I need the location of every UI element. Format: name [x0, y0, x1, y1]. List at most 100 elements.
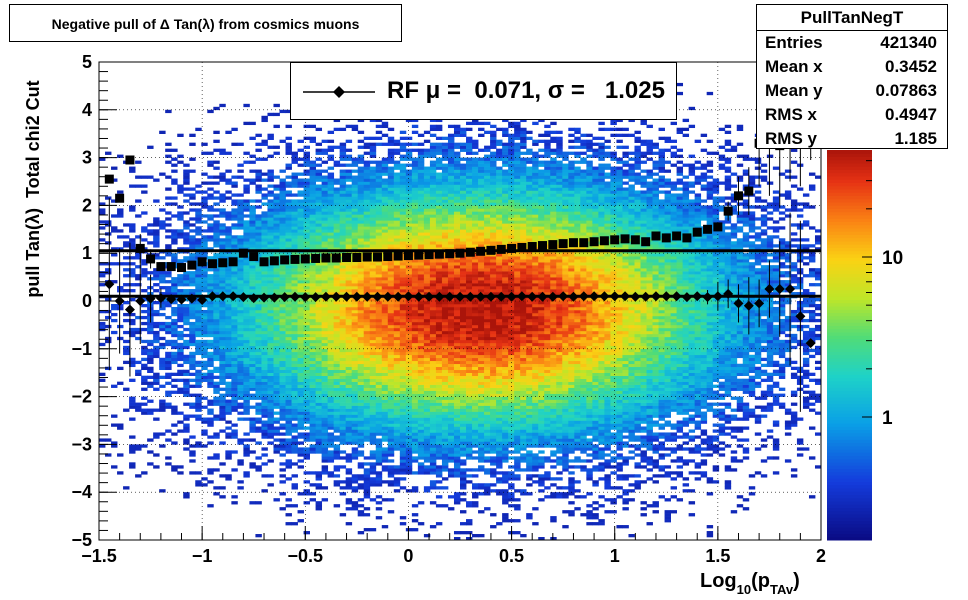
heatmap-cell	[285, 351, 292, 356]
heatmap-cell	[327, 139, 335, 143]
heatmap-cell	[303, 193, 310, 197]
heatmap-cell	[243, 238, 250, 242]
heatmap-cell	[249, 375, 256, 379]
heatmap-cell	[441, 462, 449, 466]
heatmap-cell	[135, 256, 142, 260]
heatmap-cell	[441, 477, 449, 481]
heatmap-cell	[195, 214, 202, 218]
heatmap-cell	[435, 429, 443, 433]
heatmap-cell	[183, 292, 190, 296]
heatmap-cell	[303, 324, 310, 329]
heatmap-cell	[399, 486, 407, 490]
heatmap-cell	[327, 360, 335, 365]
heatmap-cell	[339, 151, 347, 155]
heatmap-cell	[165, 271, 172, 275]
heatmap-cell	[387, 429, 395, 433]
heatmap-cell	[387, 417, 395, 421]
heatmap-cell	[303, 390, 310, 394]
heatmap-cell	[369, 423, 377, 427]
heatmap-cell	[153, 417, 160, 421]
heatmap-cell	[405, 289, 413, 293]
heatmap-cell	[339, 238, 347, 242]
heatmap-cell	[399, 262, 407, 266]
heatmap-cell	[333, 372, 341, 376]
heatmap-cell	[357, 375, 365, 379]
heatmap-cell	[303, 145, 310, 149]
heatmap-cell	[315, 280, 323, 284]
heatmap-cell	[411, 456, 419, 460]
heatmap-cell	[189, 223, 196, 227]
heatmap-cell	[297, 235, 304, 239]
heatmap-cell	[309, 265, 316, 269]
heatmap-cell	[291, 223, 298, 227]
heatmap-cell	[321, 205, 329, 209]
heatmap-cell	[225, 306, 232, 311]
heatmap-cell	[435, 184, 443, 188]
heatmap-cell	[339, 169, 347, 173]
heatmap-cell	[369, 318, 377, 323]
heatmap-cell	[423, 354, 431, 359]
heatmap-cell	[291, 306, 298, 311]
heatmap-cell	[369, 357, 377, 362]
heatmap-cell	[429, 339, 437, 344]
heatmap-cell	[387, 498, 395, 502]
heatmap-cell	[207, 238, 214, 242]
heatmap-cell	[375, 205, 383, 209]
heatmap-cell	[273, 336, 280, 341]
heatmap-cell	[417, 435, 425, 439]
heatmap-cell	[375, 303, 383, 308]
heatmap-cell	[447, 196, 455, 200]
heatmap-cell	[285, 217, 292, 221]
heatmap-cell	[429, 235, 437, 239]
heatmap-cell	[153, 178, 160, 182]
heatmap-cell	[207, 321, 214, 326]
heatmap-cell	[129, 262, 136, 266]
heatmap-cell	[441, 205, 449, 209]
heatmap-cell	[429, 441, 437, 445]
heatmap-cell	[357, 345, 365, 350]
heatmap-cell	[357, 214, 365, 218]
heatmap-cell	[339, 513, 347, 517]
heatmap-cell	[255, 312, 262, 317]
heatmap-cell	[189, 366, 196, 371]
heatmap-cell	[117, 208, 124, 212]
heatmap-cell	[105, 309, 112, 314]
heatmap-cell	[315, 214, 323, 218]
heatmap-cell	[237, 417, 244, 421]
heatmap-cell	[303, 396, 310, 400]
heatmap-cell	[375, 306, 383, 311]
heatmap-cell	[441, 330, 449, 335]
heatmap-cell	[399, 411, 407, 415]
heatmap-cell	[249, 309, 256, 314]
heatmap-cell	[327, 247, 335, 251]
heatmap-cell	[255, 363, 262, 368]
heatmap-cell	[435, 381, 443, 385]
heatmap-cell	[441, 151, 449, 155]
heatmap-cell	[369, 375, 377, 379]
heatmap-cell	[357, 130, 365, 134]
heatmap-cell	[363, 175, 371, 179]
heatmap-cell	[315, 315, 323, 320]
heatmap-cell	[393, 489, 401, 493]
heatmap-cell	[345, 498, 353, 502]
heatmap-cell	[315, 238, 323, 242]
heatmap-cell	[177, 369, 184, 373]
heatmap-cell	[207, 312, 214, 317]
heatmap-cell	[207, 256, 214, 260]
heatmap-cell	[399, 327, 407, 332]
heatmap-cell	[255, 157, 262, 161]
heatmap-cell	[279, 387, 286, 391]
heatmap-cell	[135, 235, 142, 239]
heatmap-cell	[345, 426, 353, 430]
heatmap-cell	[333, 268, 341, 272]
heatmap-cell	[285, 450, 292, 454]
heatmap-cell	[285, 286, 292, 290]
heatmap-cell	[369, 214, 377, 218]
heatmap-cell	[297, 426, 304, 430]
heatmap-cell	[309, 372, 316, 376]
heatmap-cell	[375, 345, 383, 350]
heatmap-cell	[177, 274, 184, 278]
heatmap-cell	[105, 223, 112, 227]
heatmap-cell	[387, 136, 395, 140]
heatmap-cell	[123, 256, 130, 260]
